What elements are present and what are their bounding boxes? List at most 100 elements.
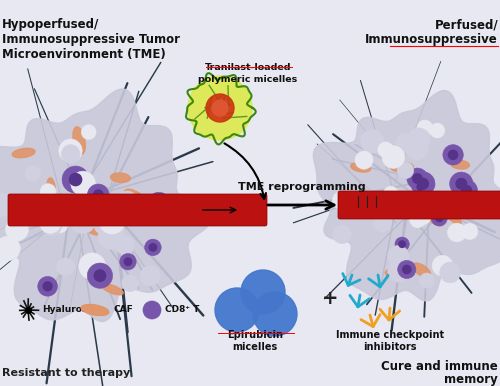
- Circle shape: [98, 223, 124, 250]
- Circle shape: [72, 205, 96, 229]
- Circle shape: [448, 223, 466, 242]
- Text: Resistant to therapy: Resistant to therapy: [2, 368, 130, 378]
- Circle shape: [212, 100, 228, 116]
- Text: polymeric micelles: polymeric micelles: [198, 75, 298, 84]
- Text: Cure and immune: Cure and immune: [382, 360, 498, 373]
- Circle shape: [0, 236, 20, 261]
- Ellipse shape: [12, 148, 35, 158]
- Circle shape: [35, 203, 57, 225]
- Circle shape: [440, 262, 460, 283]
- Ellipse shape: [102, 284, 123, 295]
- Circle shape: [94, 216, 113, 235]
- Circle shape: [431, 210, 448, 226]
- Circle shape: [456, 178, 466, 189]
- Text: Immune checkpoint: Immune checkpoint: [336, 330, 444, 340]
- FancyBboxPatch shape: [338, 191, 500, 219]
- Circle shape: [143, 301, 161, 319]
- Circle shape: [79, 253, 106, 279]
- Circle shape: [418, 178, 428, 189]
- Circle shape: [360, 130, 384, 153]
- Text: +: +: [322, 288, 338, 308]
- Circle shape: [388, 261, 409, 282]
- Ellipse shape: [434, 193, 444, 215]
- Circle shape: [206, 94, 234, 122]
- Circle shape: [69, 197, 92, 219]
- Text: CAF: CAF: [113, 305, 133, 315]
- Circle shape: [88, 184, 109, 206]
- Circle shape: [40, 212, 61, 233]
- Ellipse shape: [124, 189, 148, 207]
- Circle shape: [43, 282, 52, 291]
- Circle shape: [412, 197, 418, 203]
- Circle shape: [402, 265, 411, 274]
- Circle shape: [443, 145, 464, 165]
- Circle shape: [62, 166, 89, 193]
- Circle shape: [450, 172, 473, 195]
- Circle shape: [76, 203, 86, 213]
- Ellipse shape: [442, 207, 461, 225]
- Circle shape: [106, 222, 124, 239]
- Circle shape: [462, 223, 478, 240]
- Ellipse shape: [385, 269, 407, 278]
- Circle shape: [188, 76, 252, 140]
- Circle shape: [411, 172, 435, 196]
- Ellipse shape: [40, 200, 68, 212]
- Circle shape: [85, 201, 112, 228]
- Circle shape: [384, 186, 398, 201]
- Circle shape: [34, 201, 52, 219]
- Circle shape: [430, 123, 444, 138]
- Circle shape: [462, 186, 471, 195]
- Circle shape: [0, 194, 14, 217]
- Text: Immunosuppressive Tumor: Immunosuppressive Tumor: [2, 33, 180, 46]
- Circle shape: [144, 239, 161, 256]
- Circle shape: [154, 199, 164, 209]
- Ellipse shape: [81, 305, 109, 315]
- Ellipse shape: [450, 160, 469, 169]
- Circle shape: [38, 276, 58, 296]
- Ellipse shape: [426, 213, 444, 226]
- Text: Tranilast-loaded: Tranilast-loaded: [205, 63, 291, 72]
- Ellipse shape: [350, 163, 370, 172]
- Circle shape: [395, 237, 409, 251]
- Ellipse shape: [110, 173, 130, 183]
- Circle shape: [71, 198, 94, 222]
- Circle shape: [399, 241, 406, 247]
- Text: Immunosuppressive: Immunosuppressive: [365, 33, 498, 46]
- Circle shape: [373, 213, 392, 232]
- Ellipse shape: [76, 218, 99, 235]
- Text: micelles: micelles: [232, 342, 278, 352]
- Circle shape: [94, 190, 103, 200]
- Text: Epirubicin: Epirubicin: [227, 330, 283, 340]
- Text: Hyaluronan: Hyaluronan: [42, 305, 101, 315]
- Text: CD8⁺ T: CD8⁺ T: [165, 305, 200, 315]
- Text: TME reprogramming: TME reprogramming: [238, 182, 366, 192]
- Circle shape: [432, 256, 453, 276]
- Ellipse shape: [46, 178, 56, 201]
- Circle shape: [99, 208, 125, 234]
- Circle shape: [56, 258, 74, 276]
- Circle shape: [332, 191, 350, 209]
- Circle shape: [82, 125, 96, 139]
- Polygon shape: [314, 91, 500, 301]
- Circle shape: [140, 266, 160, 286]
- Circle shape: [58, 201, 74, 216]
- Circle shape: [412, 174, 422, 183]
- Circle shape: [417, 120, 432, 135]
- Circle shape: [408, 193, 422, 208]
- Circle shape: [215, 288, 259, 332]
- Text: Microenvironment (TME): Microenvironment (TME): [2, 48, 166, 61]
- Circle shape: [70, 173, 82, 186]
- Circle shape: [124, 258, 132, 266]
- Circle shape: [40, 184, 56, 200]
- Circle shape: [448, 150, 458, 159]
- Circle shape: [52, 217, 68, 233]
- Circle shape: [416, 200, 423, 206]
- Circle shape: [382, 146, 404, 168]
- Circle shape: [407, 168, 428, 189]
- Circle shape: [419, 273, 434, 288]
- Circle shape: [388, 245, 409, 267]
- Circle shape: [412, 195, 427, 210]
- Circle shape: [396, 134, 414, 152]
- Circle shape: [406, 138, 428, 160]
- Circle shape: [116, 235, 134, 255]
